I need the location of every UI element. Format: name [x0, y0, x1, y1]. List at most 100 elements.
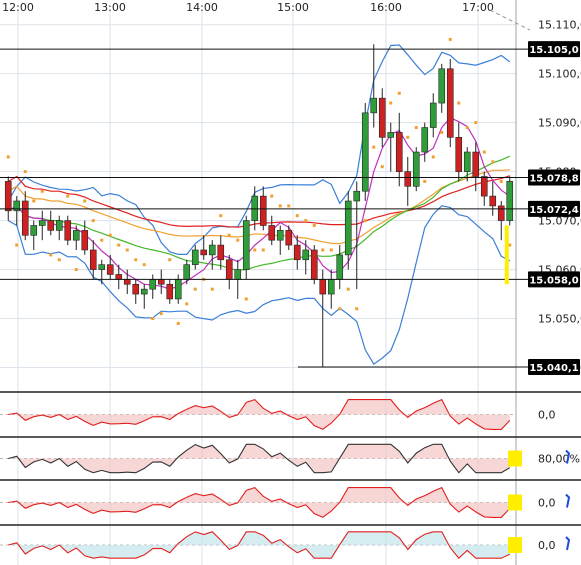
sar-dot	[270, 194, 274, 198]
sar-dot	[57, 258, 61, 262]
candle-body	[455, 137, 463, 172]
candle-body	[38, 220, 46, 226]
oscillator-line	[8, 531, 511, 560]
candle-body	[259, 195, 267, 226]
candle-body	[293, 244, 301, 261]
candle-body	[268, 225, 276, 241]
candle-body	[149, 279, 157, 290]
ma-magenta-line	[8, 116, 511, 290]
sar-dot	[346, 287, 350, 291]
price-level-label: 15.078,8	[529, 173, 578, 184]
sar-dot	[465, 126, 469, 130]
oscillator-value-label: 0,0	[538, 539, 556, 552]
candle-body	[98, 264, 106, 270]
sar-dot	[482, 150, 486, 154]
candle-body	[438, 68, 446, 104]
sar-dot	[355, 307, 359, 311]
oscillator-arrow-icon	[565, 493, 571, 508]
sar-dot	[261, 248, 265, 252]
sar-dot	[295, 214, 299, 218]
candle-body	[387, 132, 395, 138]
x-tick-label: 15:00	[277, 1, 309, 14]
sar-dot	[83, 199, 87, 203]
x-tick-label: 14:00	[186, 1, 218, 14]
candle-body	[140, 288, 148, 295]
sar-dot	[40, 189, 44, 193]
candle-body	[208, 244, 216, 256]
sar-dot	[125, 248, 129, 252]
price-level-box	[528, 41, 580, 58]
sar-dot	[499, 179, 503, 183]
price-level-label: 15.058,0	[529, 275, 578, 286]
sar-dot	[193, 287, 197, 291]
oscillator-fill	[8, 531, 510, 559]
sar-dot	[491, 160, 495, 164]
price-level-label: 15.040,1	[529, 363, 578, 374]
candle-body	[378, 97, 386, 138]
candle-body	[217, 244, 225, 261]
y-tick-label: 15.050,0	[538, 313, 581, 326]
candle-body	[353, 190, 361, 202]
sar-dot	[329, 248, 333, 252]
candle-body	[115, 274, 123, 280]
sar-dot	[210, 287, 214, 291]
candle-body	[506, 181, 514, 221]
oscillator-value-label: 0,0	[538, 497, 556, 510]
sar-dot	[397, 91, 401, 95]
candle-body	[472, 151, 480, 177]
oscillator-line	[8, 443, 511, 474]
candle-body	[302, 249, 310, 261]
sar-dot	[151, 317, 155, 321]
ma-green-line	[8, 155, 511, 271]
price-level-label: 15.072,4	[529, 205, 578, 216]
candle-body	[446, 68, 454, 138]
candle-body	[463, 151, 471, 172]
ma-red-line	[8, 175, 510, 228]
candle-body	[285, 230, 293, 246]
candle-body	[72, 230, 80, 241]
sar-dot	[159, 312, 163, 316]
sar-dot	[91, 219, 95, 223]
candle-body	[47, 220, 55, 231]
candle-body	[370, 97, 378, 114]
sar-dot	[431, 155, 435, 159]
sar-dot	[440, 130, 444, 134]
x-tick-label: 16:00	[370, 1, 402, 14]
price-level-box	[528, 200, 580, 217]
oscillator-arrow-icon	[565, 536, 571, 551]
candle-body	[89, 249, 97, 270]
oscillator-highlight	[508, 537, 522, 553]
candle-body	[13, 200, 21, 212]
candle-body	[157, 279, 165, 285]
oscillator-value-label: 0,0	[538, 409, 556, 422]
sar-dot	[457, 101, 461, 105]
price-level-box	[528, 271, 580, 288]
price-level-label: 15.105,0	[529, 45, 578, 56]
candle-body	[242, 220, 250, 270]
oscillator-highlight	[508, 450, 522, 467]
candle-body	[174, 279, 182, 300]
oscillator-fill	[8, 487, 510, 518]
candle-body	[404, 171, 412, 187]
sar-dot	[117, 243, 121, 247]
last-price-highlight	[504, 225, 509, 285]
sar-dot	[244, 297, 248, 301]
candle-body	[55, 220, 63, 231]
candle-body	[344, 200, 352, 256]
candle-body	[429, 102, 437, 128]
sar-dot	[23, 170, 27, 174]
candle-body	[480, 176, 488, 197]
sar-dot	[372, 145, 376, 149]
y-tick-label: 15.100,0	[538, 68, 581, 81]
sar-dot	[474, 121, 478, 125]
bollinger-upper-line	[7, 44, 511, 255]
sar-dot	[74, 268, 78, 272]
candle-body	[395, 132, 403, 172]
oscillator-value-label: 80,00%	[538, 453, 580, 466]
sar-dot	[253, 248, 257, 252]
sar-dot	[287, 204, 291, 208]
candle-body	[106, 264, 114, 275]
candle-body	[421, 127, 429, 153]
